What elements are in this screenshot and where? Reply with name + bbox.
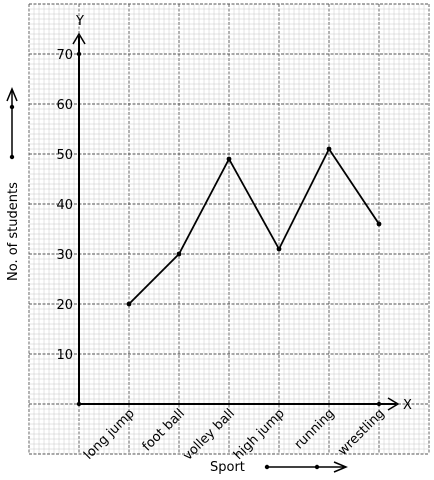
y-tick-label: 70 bbox=[56, 48, 73, 63]
data-point bbox=[276, 246, 282, 252]
graph-paper-grid bbox=[28, 3, 430, 455]
data-point bbox=[226, 156, 232, 162]
data-point bbox=[326, 146, 332, 152]
xlabel-arrow-dot-2 bbox=[314, 464, 320, 470]
x-tick-label: foot ball bbox=[140, 406, 188, 454]
y-tick-label: 60 bbox=[56, 98, 73, 113]
x-axis-arrow bbox=[387, 397, 400, 411]
y-axis-letter: Y bbox=[75, 14, 84, 29]
origin-dot bbox=[76, 401, 82, 407]
axis-title-decorations bbox=[6, 87, 348, 473]
data-point bbox=[376, 221, 382, 227]
xlabel-arrow-head bbox=[333, 461, 348, 473]
x-axis-end-dot bbox=[376, 401, 382, 407]
x-axis-letter: X bbox=[403, 398, 412, 413]
y-axis-arrow bbox=[72, 32, 86, 45]
y-tick-labels: 10 20 30 40 50 60 70 bbox=[56, 48, 82, 363]
ylabel-arrow-dot-1 bbox=[9, 104, 15, 110]
y-axis-top-dot bbox=[76, 51, 82, 57]
x-tick-label: high jump bbox=[231, 406, 288, 463]
y-tick-label: 50 bbox=[56, 148, 73, 163]
xlabel-arrow-dot-1 bbox=[264, 464, 270, 470]
y-tick-label: 10 bbox=[56, 348, 73, 363]
y-tick-label: 30 bbox=[56, 248, 73, 263]
y-tick-label: 20 bbox=[56, 298, 73, 313]
x-axis-title: Sport bbox=[210, 460, 245, 475]
y-tick-label: 40 bbox=[56, 198, 73, 213]
x-tick-label: running bbox=[292, 406, 338, 452]
ylabel-arrow-dot-2 bbox=[9, 154, 15, 160]
axes: X Y bbox=[72, 14, 412, 413]
series-line bbox=[128, 147, 380, 305]
series-students bbox=[126, 146, 382, 307]
ylabel-arrow-head bbox=[6, 87, 18, 102]
y-axis-title: No. of students bbox=[6, 182, 21, 281]
data-point bbox=[126, 301, 132, 307]
data-point bbox=[176, 251, 182, 257]
